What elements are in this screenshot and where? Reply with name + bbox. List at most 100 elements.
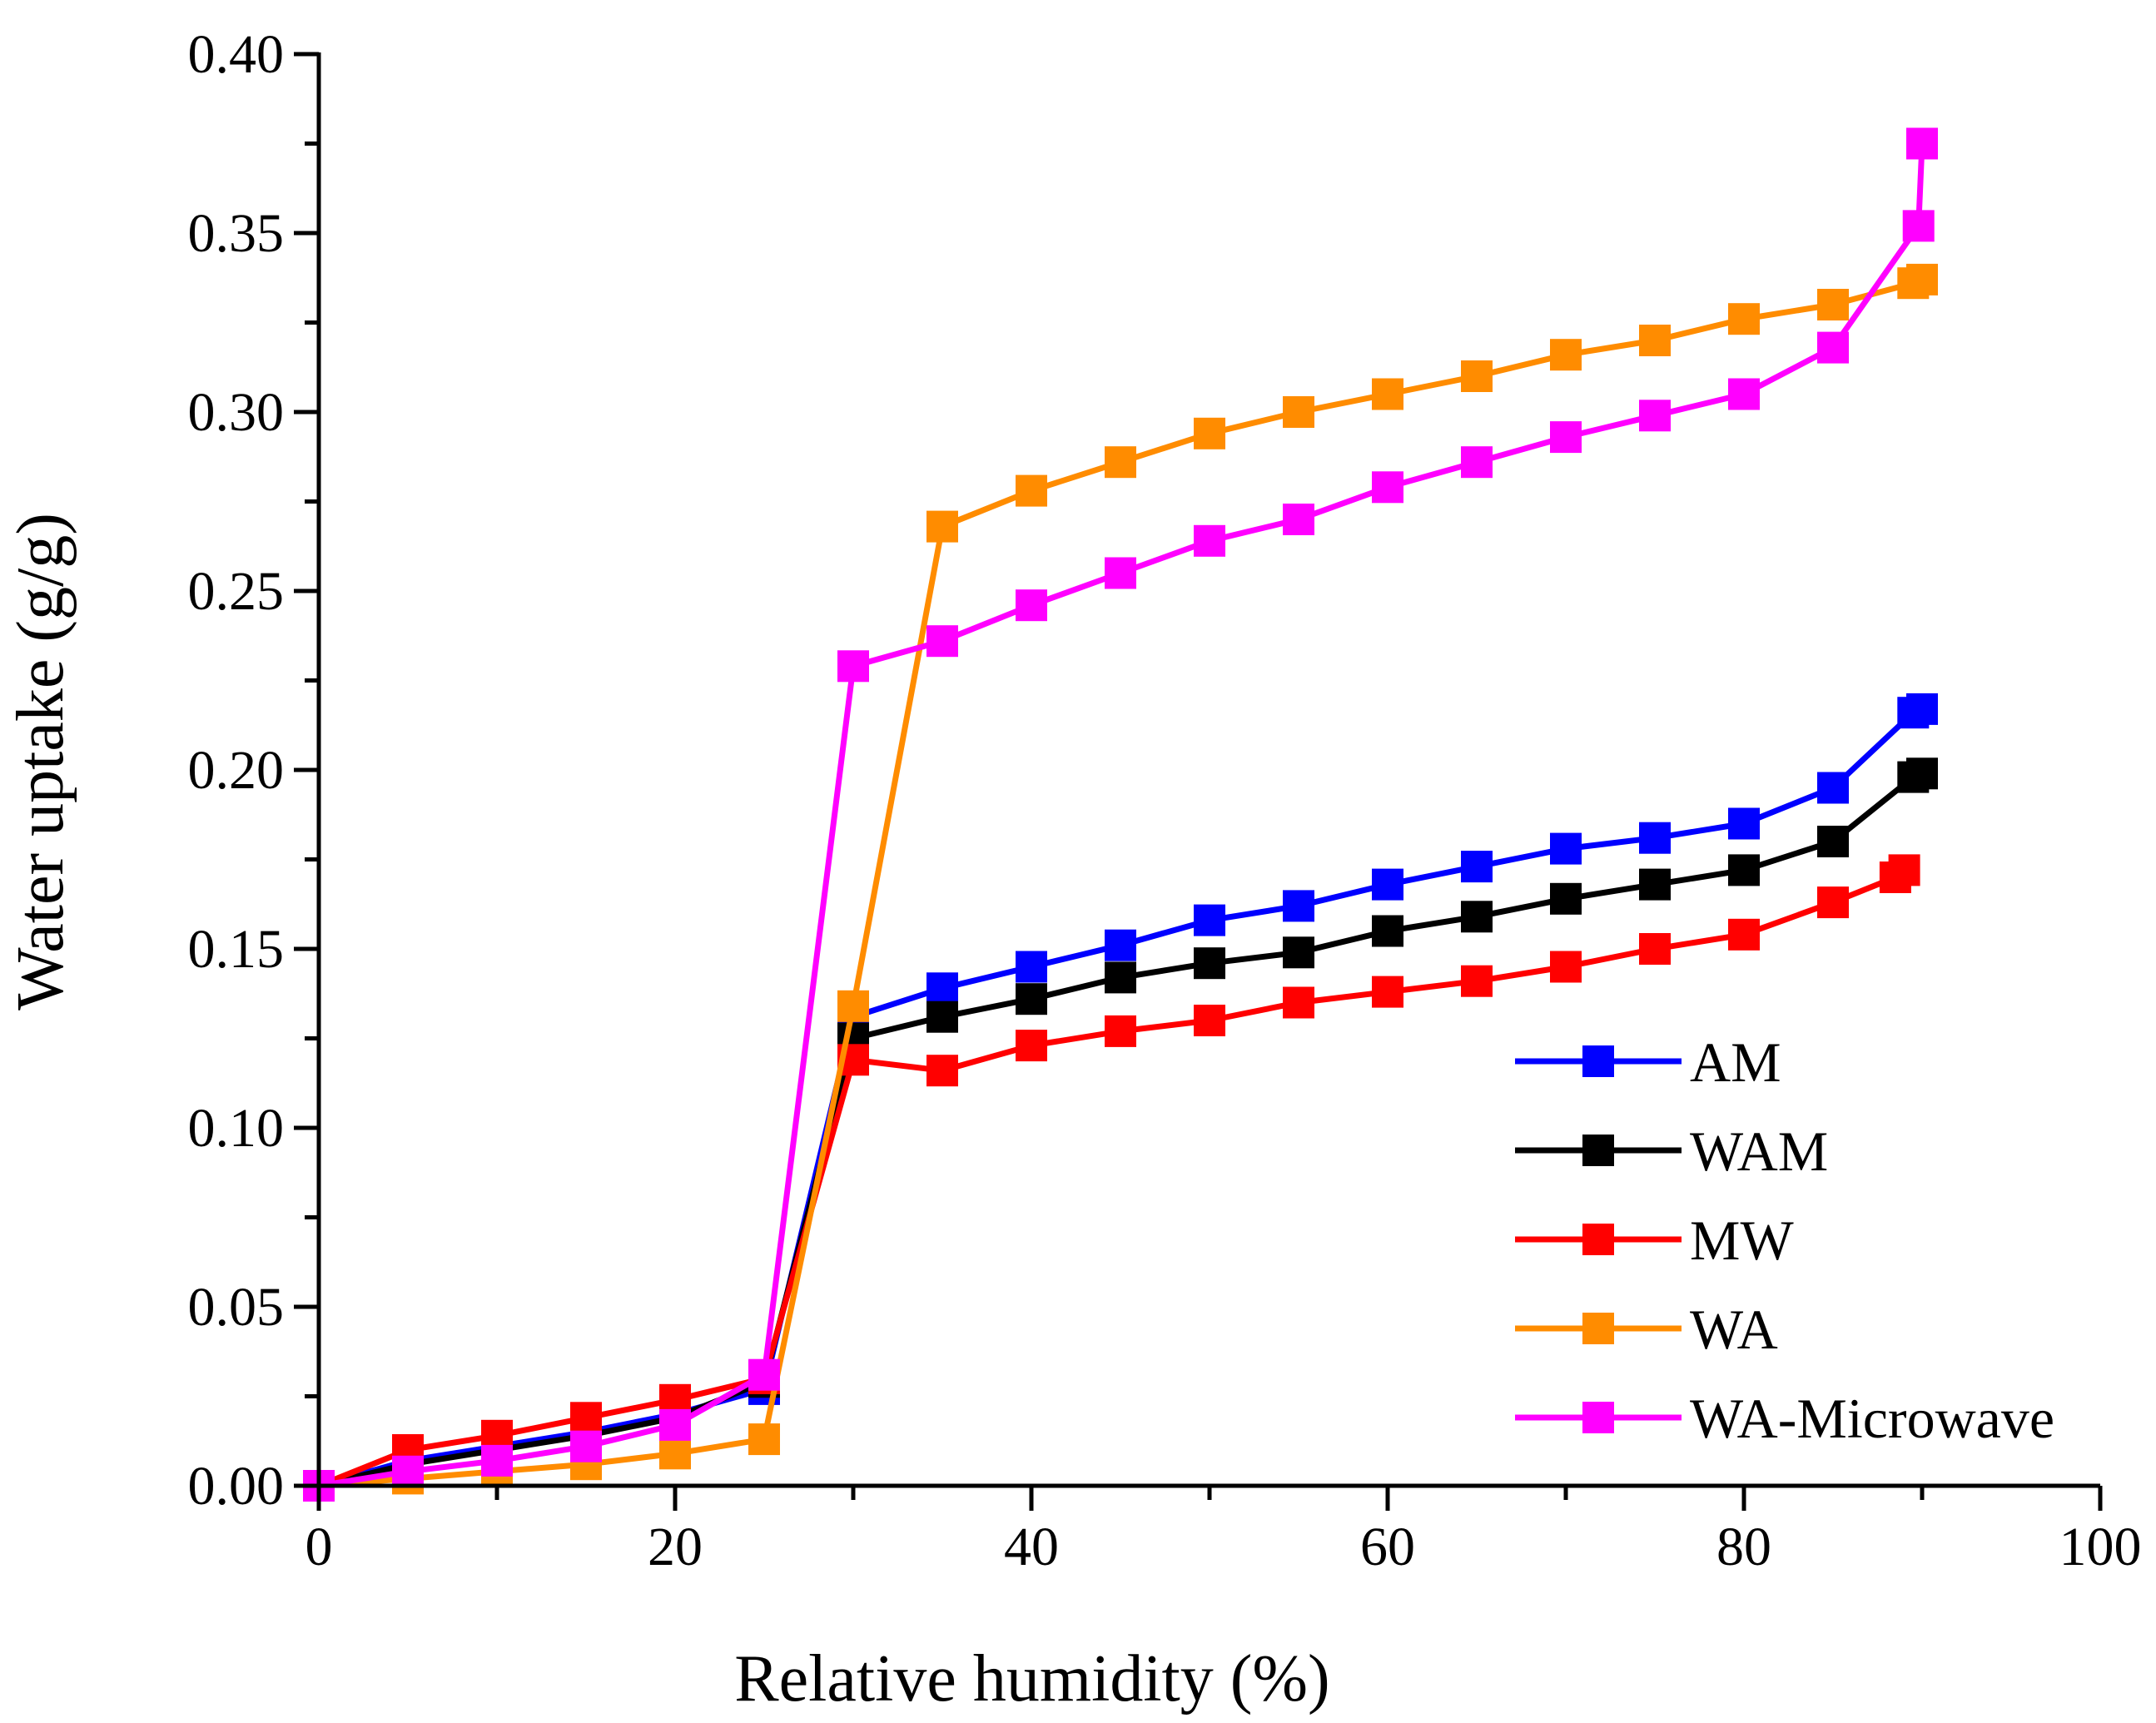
data-point — [1728, 918, 1760, 951]
y-tick-label: 0.15 — [188, 919, 285, 980]
data-point — [1888, 854, 1920, 886]
data-point — [926, 625, 958, 658]
data-point — [1906, 757, 1938, 790]
x-tick-label: 0 — [306, 1517, 333, 1577]
data-point — [1906, 263, 1938, 295]
y-tick-label: 0.20 — [188, 740, 285, 801]
data-point — [1728, 854, 1760, 886]
data-point — [392, 1455, 424, 1487]
data-point — [1550, 882, 1582, 915]
data-point — [1194, 417, 1225, 449]
x-tick-label: 80 — [1716, 1517, 1771, 1577]
data-point — [926, 1001, 958, 1033]
data-point — [1817, 772, 1849, 804]
data-point — [1194, 1005, 1225, 1036]
legend-marker — [1582, 1402, 1614, 1433]
data-point — [1817, 886, 1849, 919]
data-point — [837, 990, 869, 1022]
data-point — [1194, 524, 1225, 557]
data-point — [1016, 951, 1047, 983]
data-point — [1372, 471, 1403, 504]
data-point — [1283, 936, 1314, 969]
data-point — [1550, 832, 1582, 865]
data-point — [1902, 210, 1935, 242]
legend-marker — [1582, 1224, 1614, 1255]
data-point — [926, 972, 958, 1005]
data-point — [1639, 325, 1671, 356]
data-point — [570, 1430, 602, 1462]
data-point — [1372, 868, 1403, 901]
y-tick-label: 0.10 — [188, 1098, 285, 1159]
y-axis-label: Water uptake (g/g) — [4, 513, 77, 1010]
data-point — [1105, 1015, 1136, 1047]
data-point — [1906, 127, 1938, 160]
x-tick-label: 100 — [2059, 1517, 2142, 1577]
legend-marker — [1582, 1135, 1614, 1166]
axes — [294, 52, 2103, 1511]
data-point — [1639, 933, 1671, 965]
x-axis-label: Relative humidity (%) — [734, 1642, 1329, 1716]
y-tick-label: 0.40 — [188, 24, 285, 85]
data-point — [1728, 303, 1760, 335]
data-point — [1728, 378, 1760, 410]
legend-label: WA-Microwave — [1690, 1387, 2054, 1450]
data-point — [1016, 1030, 1047, 1062]
legend-label: AM — [1690, 1030, 1781, 1094]
series-am — [303, 693, 1938, 1502]
y-tick-label: 0.25 — [188, 561, 285, 622]
data-point — [1016, 589, 1047, 622]
data-point — [1283, 504, 1314, 535]
data-point — [1461, 360, 1493, 392]
data-point — [1461, 446, 1493, 479]
data-point — [1906, 693, 1938, 725]
data-point — [481, 1444, 513, 1477]
data-point — [1550, 951, 1582, 983]
data-point — [1194, 904, 1225, 936]
data-point — [1728, 807, 1760, 840]
data-point — [926, 1055, 958, 1087]
data-point — [659, 1408, 691, 1441]
data-point — [1639, 400, 1671, 432]
data-point — [1639, 822, 1671, 854]
tick-labels: 0 20 40 60 80 100 0.00 0.05 0.10 0.15 0.20 0.25 0.30… — [188, 24, 2142, 1577]
legend-label: WA — [1690, 1298, 1778, 1361]
data-point — [837, 650, 869, 683]
data-point — [1639, 868, 1671, 901]
data-point — [1105, 557, 1136, 589]
data-point — [1372, 976, 1403, 1008]
legend-item: WAM — [1515, 1120, 1828, 1183]
y-tick-label: 0.30 — [188, 382, 285, 443]
data-point — [926, 510, 958, 543]
legend-label: MW — [1690, 1209, 1794, 1272]
series-line — [318, 143, 1925, 1489]
data-point — [1817, 331, 1849, 364]
data-point — [1194, 947, 1225, 980]
data-point — [1817, 289, 1849, 320]
data-point — [1550, 339, 1582, 371]
legend-marker — [1582, 1045, 1614, 1077]
data-point — [1105, 929, 1136, 961]
legend-item: WA — [1515, 1298, 1778, 1361]
y-tick-label: 0.35 — [188, 203, 285, 264]
data-point — [1461, 901, 1493, 933]
series-wa-microwave — [303, 127, 1938, 1502]
data-point — [1461, 851, 1493, 883]
legend-marker — [1582, 1313, 1614, 1344]
data-point — [1105, 961, 1136, 994]
x-tick-label: 40 — [1004, 1517, 1059, 1577]
data-point — [1283, 986, 1314, 1019]
series-line — [318, 771, 1924, 1489]
data-point — [659, 1437, 691, 1470]
legend-item: AM — [1515, 1030, 1781, 1094]
y-tick-label: 0.05 — [188, 1277, 285, 1338]
data-point — [570, 1402, 602, 1434]
data-point — [1283, 396, 1314, 428]
data-point — [748, 1423, 780, 1456]
plot-series — [303, 127, 1938, 1502]
data-point — [1817, 826, 1849, 857]
data-point — [1283, 890, 1314, 922]
data-point — [1550, 421, 1582, 454]
data-point — [1372, 378, 1403, 410]
legend-label: WAM — [1690, 1120, 1828, 1183]
